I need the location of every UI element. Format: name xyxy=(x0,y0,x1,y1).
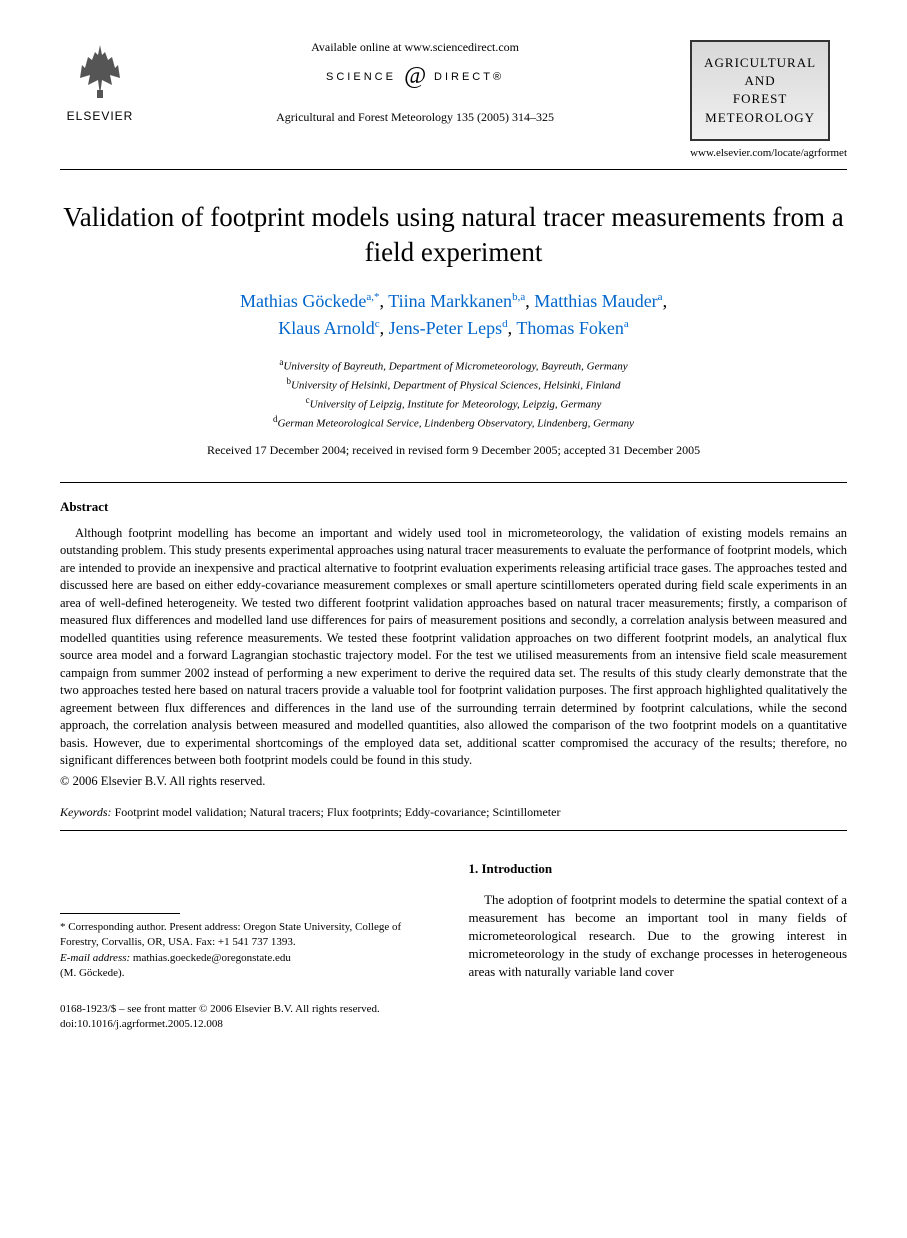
footer-line1: 0168-1923/$ – see front matter © 2006 El… xyxy=(60,1002,847,1017)
elsevier-logo: ELSEVIER xyxy=(60,40,140,123)
author-2-affil: b,a xyxy=(512,291,525,303)
author-6-affil: a xyxy=(624,318,629,330)
affiliation-c: cUniversity of Leipzig, Institute for Me… xyxy=(60,394,847,413)
header-divider xyxy=(60,169,847,170)
journal-box: AGRICULTURAL AND FOREST METEOROLOGY xyxy=(690,40,830,141)
sd-left: SCIENCE xyxy=(326,71,396,83)
abstract-divider-bottom xyxy=(60,830,847,831)
citation-line: Agricultural and Forest Meteorology 135 … xyxy=(140,110,690,125)
keywords-text: Footprint model validation; Natural trac… xyxy=(115,805,561,819)
author-1[interactable]: Mathias Göckede xyxy=(240,291,366,311)
right-column: 1. Introduction The adoption of footprin… xyxy=(469,861,848,982)
article-dates: Received 17 December 2004; received in r… xyxy=(60,443,847,458)
available-online-text: Available online at www.sciencedirect.co… xyxy=(140,40,690,55)
center-header: Available online at www.sciencedirect.co… xyxy=(140,40,690,125)
affiliations-block: aUniversity of Bayreuth, Department of M… xyxy=(60,356,847,433)
affiliation-a: aUniversity of Bayreuth, Department of M… xyxy=(60,356,847,375)
author-4[interactable]: Klaus Arnold xyxy=(278,318,375,338)
footer-block: 0168-1923/$ – see front matter © 2006 El… xyxy=(60,1002,847,1033)
journal-name-4: METEOROLOGY xyxy=(700,109,820,127)
article-title: Validation of footprint models using nat… xyxy=(60,200,847,270)
journal-name-2: AND xyxy=(700,72,820,90)
introduction-text: The adoption of footprint models to dete… xyxy=(469,891,848,982)
two-column-layout: * Corresponding author. Present address:… xyxy=(60,861,847,982)
keywords-line: Keywords: Footprint model validation; Na… xyxy=(60,805,847,820)
authors-block: Mathias Göckedea,*, Tiina Markkanenb,a, … xyxy=(60,288,847,342)
author-2[interactable]: Tiina Markkanen xyxy=(388,291,512,311)
email-label: E-mail address: xyxy=(60,952,130,964)
journal-url: www.elsevier.com/locate/agrformet xyxy=(690,147,847,159)
author-1-corr: * xyxy=(374,291,380,303)
corresponding-footnote: * Corresponding author. Present address:… xyxy=(60,920,439,951)
email-address[interactable]: mathias.goeckede@oregonstate.edu xyxy=(133,952,291,964)
author-6[interactable]: Thomas Foken xyxy=(516,318,624,338)
author-4-affil: c xyxy=(375,318,380,330)
abstract-heading: Abstract xyxy=(60,499,847,515)
journal-name-1: AGRICULTURAL xyxy=(700,54,820,72)
affiliation-b: bUniversity of Helsinki, Department of P… xyxy=(60,375,847,394)
abstract-copyright: © 2006 Elsevier B.V. All rights reserved… xyxy=(60,774,847,789)
email-name: (M. Göckede). xyxy=(60,966,439,981)
affiliation-d: dGerman Meteorological Service, Lindenbe… xyxy=(60,413,847,432)
keywords-label: Keywords: xyxy=(60,805,112,819)
author-1-affil: a, xyxy=(366,291,374,303)
sd-right: DIRECT® xyxy=(434,71,504,83)
abstract-divider-top xyxy=(60,482,847,483)
journal-block: AGRICULTURAL AND FOREST METEOROLOGY www.… xyxy=(690,40,847,159)
email-footnote: E-mail address: mathias.goeckede@oregons… xyxy=(60,951,439,966)
journal-name-3: FOREST xyxy=(700,90,820,108)
footnote-divider xyxy=(60,913,180,914)
science-direct-logo: SCIENCE @ DIRECT® xyxy=(140,63,690,90)
author-5-affil: d xyxy=(502,318,508,330)
footer-line2: doi:10.1016/j.agrformet.2005.12.008 xyxy=(60,1017,847,1032)
introduction-heading: 1. Introduction xyxy=(469,861,848,877)
left-column: * Corresponding author. Present address:… xyxy=(60,861,439,982)
author-3-affil: a xyxy=(658,291,663,303)
author-3[interactable]: Matthias Mauder xyxy=(534,291,657,311)
sd-swirl-icon: @ xyxy=(404,63,426,90)
author-5[interactable]: Jens-Peter Leps xyxy=(389,318,502,338)
abstract-text: Although footprint modelling has become … xyxy=(60,525,847,770)
header-row: ELSEVIER Available online at www.science… xyxy=(60,40,847,159)
elsevier-name: ELSEVIER xyxy=(60,109,140,123)
elsevier-tree-icon xyxy=(70,40,130,100)
